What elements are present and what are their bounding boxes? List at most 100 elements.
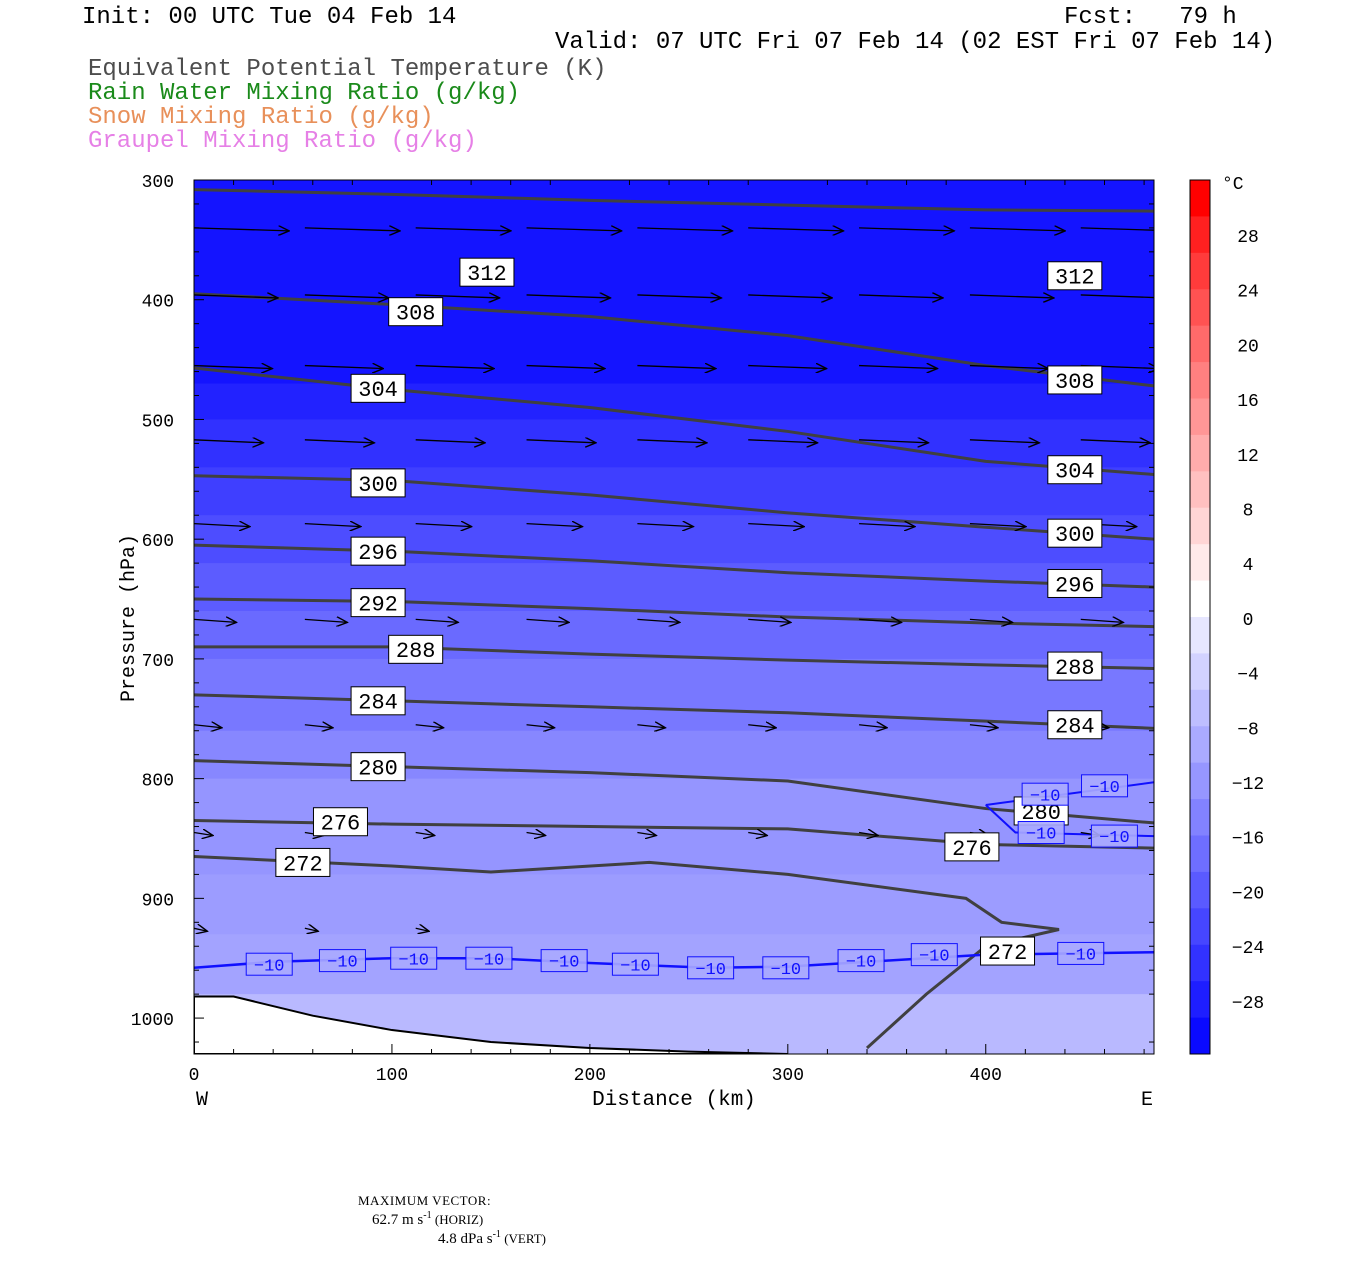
wind-vector bbox=[415, 440, 485, 443]
svg-text:−10: −10 bbox=[398, 951, 429, 970]
wind-vector bbox=[859, 295, 943, 298]
svg-text:272: 272 bbox=[988, 941, 1028, 966]
svg-text:−10: −10 bbox=[549, 954, 580, 973]
isotherm-label-minus10: −10 bbox=[390, 946, 438, 970]
wind-vector bbox=[859, 440, 928, 443]
x-end-label-east: E bbox=[1141, 1089, 1153, 1112]
y-tick-label: 800 bbox=[142, 772, 174, 792]
x-tick-label: 100 bbox=[376, 1066, 408, 1086]
isotherm-label-minus10: −10 bbox=[318, 949, 366, 973]
theta-e-label-304: 304 bbox=[1047, 455, 1103, 485]
max-horiz-sup: -1 bbox=[423, 1210, 432, 1221]
wind-vector bbox=[969, 228, 1065, 231]
svg-text:−10: −10 bbox=[1026, 826, 1057, 845]
temperature-band bbox=[194, 383, 1154, 421]
colorbar-label: −24 bbox=[1232, 939, 1264, 959]
svg-text:−10: −10 bbox=[474, 951, 505, 970]
svg-text:308: 308 bbox=[1055, 370, 1095, 395]
colorbar-segment bbox=[1190, 544, 1210, 582]
svg-text:276: 276 bbox=[321, 812, 361, 837]
wind-vector bbox=[859, 228, 954, 231]
svg-text:−10: −10 bbox=[327, 954, 358, 973]
theta-e-label-284: 284 bbox=[1047, 710, 1103, 740]
svg-text:284: 284 bbox=[1055, 715, 1095, 740]
wind-vector bbox=[748, 725, 776, 728]
colorbar-segment bbox=[1190, 289, 1210, 327]
svg-text:304: 304 bbox=[1055, 460, 1095, 485]
theta-e-label-276: 276 bbox=[312, 807, 368, 837]
svg-text:308: 308 bbox=[396, 302, 436, 327]
wind-vector bbox=[748, 228, 843, 231]
isotherm-upper-label: −10 bbox=[1021, 782, 1069, 806]
svg-text:−10: −10 bbox=[846, 954, 877, 973]
wind-vector bbox=[526, 524, 583, 527]
colorbar-label: −16 bbox=[1232, 830, 1264, 850]
colorbar-label: 16 bbox=[1237, 392, 1259, 412]
colorbar-segment bbox=[1190, 325, 1210, 363]
colorbar-segment bbox=[1190, 871, 1210, 909]
colorbar-segment bbox=[1190, 799, 1210, 836]
y-tick-label: 600 bbox=[142, 532, 174, 552]
wind-vector bbox=[304, 725, 333, 728]
theta-e-label-300: 300 bbox=[350, 468, 406, 498]
theta-e-label-312: 312 bbox=[1047, 261, 1103, 291]
x-tick-label: 200 bbox=[574, 1066, 606, 1086]
theta-e-label-288: 288 bbox=[388, 634, 444, 664]
svg-text:288: 288 bbox=[1055, 656, 1095, 681]
wind-vector bbox=[304, 228, 400, 231]
colorbar-segment bbox=[1190, 762, 1210, 800]
svg-text:−10: −10 bbox=[620, 957, 651, 976]
y-tick-label: 400 bbox=[142, 293, 174, 313]
wind-vector bbox=[526, 833, 546, 836]
svg-text:272: 272 bbox=[283, 852, 323, 877]
temperature-band bbox=[194, 730, 1154, 780]
svg-text:304: 304 bbox=[358, 378, 398, 403]
forecast-hour: Fcst: 79 h bbox=[1064, 4, 1237, 31]
theta-e-label-308: 308 bbox=[1047, 365, 1103, 395]
svg-text:−10: −10 bbox=[1030, 787, 1061, 806]
theta-e-contour-312 bbox=[194, 188, 1154, 213]
wind-vector bbox=[859, 524, 915, 527]
colorbar-label: −20 bbox=[1232, 884, 1264, 904]
wind-vector bbox=[526, 440, 596, 443]
colorbar-segment bbox=[1190, 726, 1210, 764]
cross-section-chart: 312 3123083083043043003002962962922882882… bbox=[118, 173, 1264, 1112]
isotherm-label-minus10: −10 bbox=[611, 952, 659, 976]
isotherm-upper-label: −10 bbox=[1081, 774, 1129, 798]
temperature-band bbox=[194, 611, 1154, 660]
wind-vector bbox=[304, 524, 361, 527]
isotherm-upper-label: −10 bbox=[1090, 824, 1138, 848]
isotherm-label-minus10: −10 bbox=[910, 943, 958, 967]
svg-text:296: 296 bbox=[358, 541, 398, 566]
plot-frame bbox=[193, 179, 1155, 1055]
theta-e-label-300: 300 bbox=[1047, 518, 1103, 548]
init-time: Init: 00 UTC Tue 04 Feb 14 bbox=[82, 4, 457, 31]
legend-rain-water: Rain Water Mixing Ratio (g/kg) bbox=[88, 80, 521, 107]
svg-text:300: 300 bbox=[1055, 523, 1095, 548]
theta-e-label-288: 288 bbox=[1047, 651, 1103, 681]
theta-e-contour-308 bbox=[194, 292, 1154, 388]
wind-vector bbox=[526, 366, 605, 369]
colorbar-segment bbox=[1190, 981, 1210, 1019]
colorbar-label: 8 bbox=[1243, 502, 1254, 522]
theta-e-label-304: 304 bbox=[350, 373, 406, 403]
theta-e-label-276: 276 bbox=[944, 832, 1000, 862]
valid-time: Valid: 07 UTC Fri 07 Feb 14 (02 EST Fri … bbox=[555, 29, 1276, 56]
wind-vector bbox=[415, 725, 444, 728]
colorbar-segment bbox=[1190, 180, 1210, 217]
wind-vector bbox=[194, 366, 272, 369]
y-axis-label: Pressure (hPa) bbox=[118, 534, 141, 702]
colorbar-segment bbox=[1190, 398, 1210, 436]
isotherm-label-minus10: −10 bbox=[1057, 941, 1105, 966]
wind-vector bbox=[748, 295, 832, 298]
x-axis-label: Distance (km) bbox=[592, 1089, 756, 1112]
colorbar-label: 20 bbox=[1237, 337, 1259, 357]
wind-vector bbox=[637, 440, 706, 443]
isotherm-label-minus10: −10 bbox=[465, 946, 513, 970]
page: Init: 00 UTC Tue 04 Feb 14 Fcst: 79 h Va… bbox=[82, 4, 1276, 1247]
svg-text:280: 280 bbox=[358, 757, 398, 782]
svg-text:312: 312 bbox=[1055, 266, 1095, 291]
colorbar-segment bbox=[1190, 507, 1210, 545]
theta-e-contour-288 bbox=[194, 645, 1154, 670]
svg-text:−10: −10 bbox=[771, 961, 802, 980]
